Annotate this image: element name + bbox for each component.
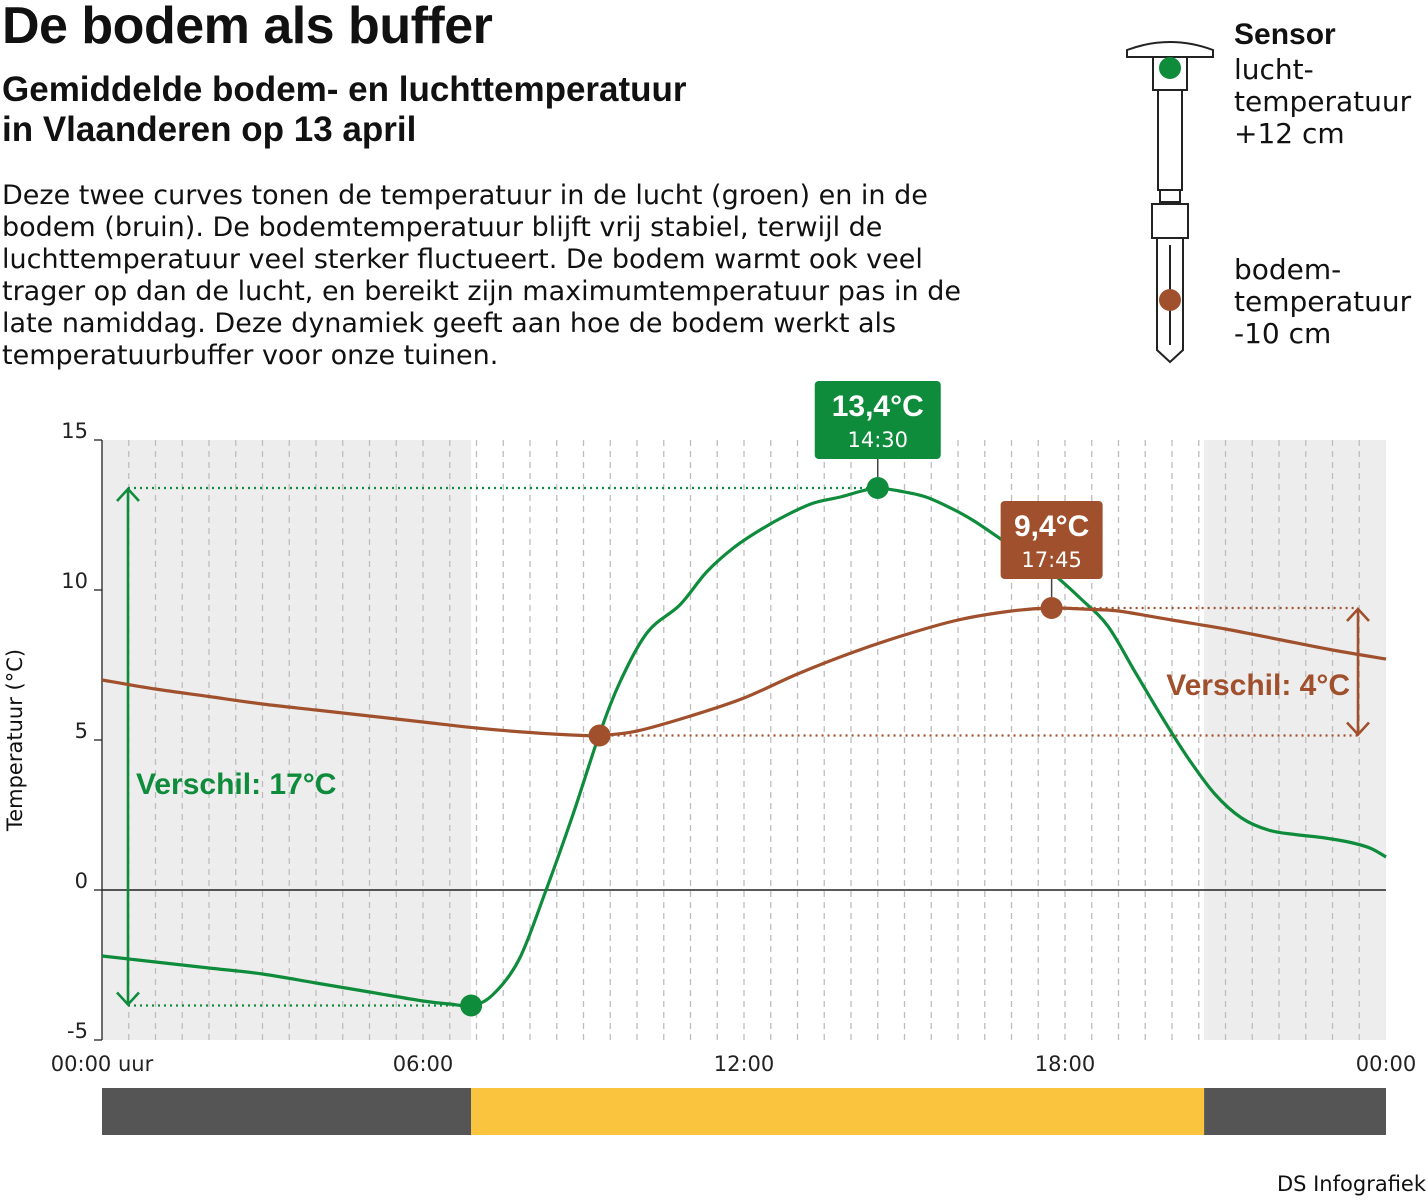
air-marker — [460, 994, 483, 1017]
subtitle-line: in Vlaanderen op 13 april — [2, 110, 417, 149]
intro-line: Deze twee curves tonen de temperatuur in… — [2, 180, 928, 211]
intro-line: luchttemperatuur veel sterker fluctueert… — [2, 244, 923, 275]
x-tick-label: 00:00 — [1356, 1052, 1417, 1076]
air-sensor-label-line: +12 cm — [1234, 117, 1345, 150]
soil-sensor-label-line: temperatuur — [1234, 285, 1412, 318]
day-bar — [471, 1088, 1205, 1135]
soil-diff-arrow-head-bottom — [1346, 721, 1370, 737]
night-bar — [1204, 1088, 1386, 1135]
soil-sensor-label-line: -10 cm — [1234, 317, 1332, 350]
sensor-title: Sensor — [1234, 18, 1336, 51]
intro-line: trager op dan de lucht, en bereikt zijn … — [2, 276, 962, 307]
night-shade — [102, 440, 472, 1040]
y-tick-label: 5 — [75, 719, 88, 743]
x-tick-label: 12:00 — [714, 1052, 775, 1076]
night-bar — [102, 1088, 472, 1135]
intro-line: temperatuurbuffer voor onze tuinen. — [2, 340, 499, 371]
air-sensor-label-line: lucht- — [1234, 53, 1314, 86]
x-tick-label: 18:00 — [1035, 1052, 1096, 1076]
air-label-box — [814, 381, 941, 459]
y-tick-label: 15 — [61, 419, 88, 443]
y-tick-label: 0 — [75, 869, 88, 893]
air-sensor-label-line: temperatuur — [1234, 85, 1412, 118]
soil-marker — [588, 724, 611, 747]
soil-sensor-label-line: bodem- — [1234, 253, 1342, 286]
air-label-value: 13,4°C — [832, 390, 924, 423]
air-marker — [866, 477, 889, 499]
soil-diff-label: Verschil: 4°C — [1166, 669, 1350, 702]
intro-line: late namiddag. Deze dynamiek geeft aan h… — [2, 308, 897, 339]
y-tick-label: 10 — [61, 569, 88, 593]
soil-sensor-label: bodem- temperatuur -10 cm — [1234, 254, 1411, 350]
page-subtitle: Gemiddelde bodem- en luchttemperatuur in… — [2, 70, 687, 150]
page-title: De bodem als buffer — [2, 0, 493, 55]
air-diff-arrow-head-bottom — [116, 991, 140, 1007]
soil-label-time: 17:45 — [1021, 548, 1082, 572]
x-tick-label: 00:00 uur — [51, 1052, 154, 1076]
soil-label-value: 9,4°C — [1014, 510, 1089, 543]
night-shade — [1204, 440, 1386, 1040]
sensor-joint — [1159, 189, 1181, 203]
air-diff-label: Verschil: 17°C — [136, 768, 336, 801]
air-temperature-line — [101, 486, 1387, 1008]
subtitle-line: Gemiddelde bodem- en luchttemperatuur — [2, 70, 687, 109]
soil-marker — [1040, 597, 1063, 619]
y-tick-label: -5 — [67, 1019, 88, 1043]
soil-label-box — [1000, 501, 1103, 579]
air-sensor-label: lucht- temperatuur +12 cm — [1234, 54, 1411, 150]
air-sensor-dot — [1159, 57, 1181, 79]
sensor-cap — [1126, 41, 1214, 58]
soil-diff-arrow-head-top — [1346, 607, 1370, 622]
soil-sensor-dot — [1159, 289, 1181, 311]
soil-temperature-line — [101, 606, 1387, 738]
intro-line: bodem (bruin). De bodemtemperatuur blijf… — [2, 212, 883, 243]
x-tick-label: 06:00 — [393, 1052, 454, 1076]
y-axis-label: Temperatuur (°C) — [3, 649, 27, 832]
sensor-body — [1151, 203, 1189, 239]
air-label-time: 14:30 — [847, 428, 908, 452]
credit: DS Infografiek — [1276, 1172, 1426, 1196]
air-diff-arrow-head-top — [116, 487, 140, 502]
intro-text: Deze twee curves tonen de temperatuur in… — [2, 180, 1082, 372]
